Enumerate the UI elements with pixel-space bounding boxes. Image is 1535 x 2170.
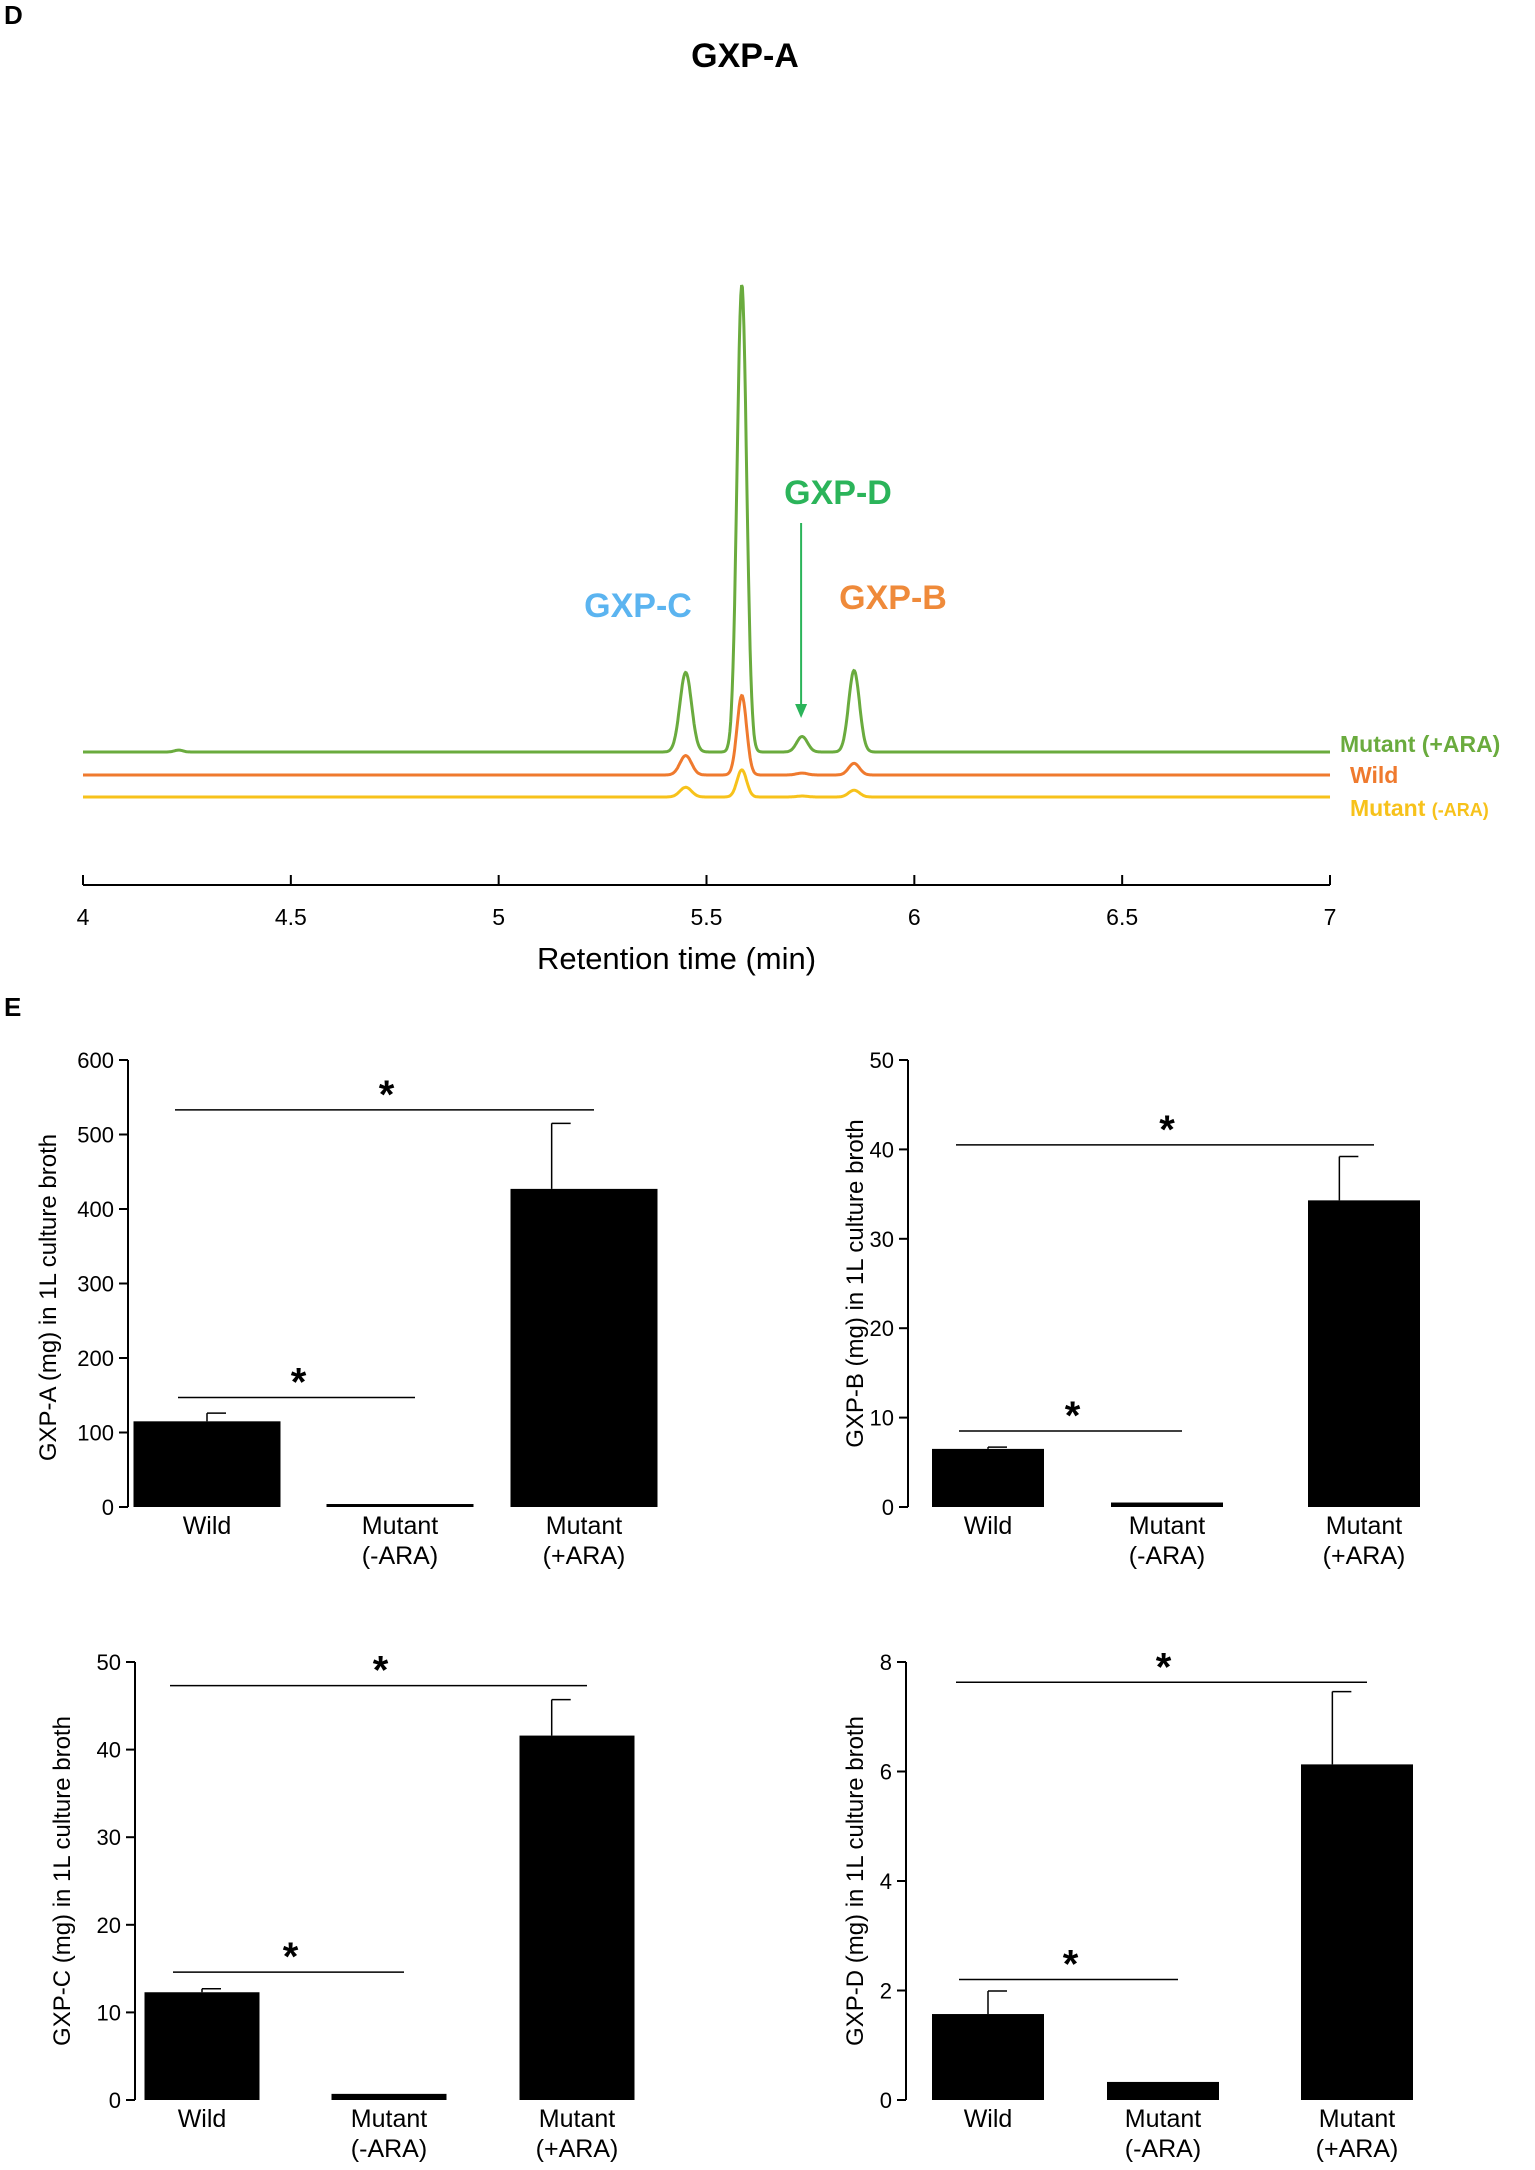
y-tick-label: 50 [97, 1650, 121, 1675]
category-label-0: Wild [964, 1512, 1013, 1540]
bar-0 [144, 1992, 260, 2100]
bar-0 [932, 2014, 1044, 2100]
y-tick-label: 10 [870, 1406, 894, 1431]
category-label-2: (+ARA) [1323, 1542, 1406, 1570]
bar-0 [133, 1421, 281, 1507]
category-label-2: Mutant [546, 1512, 622, 1540]
y-tick-label: 0 [882, 1495, 894, 1520]
bar-1 [331, 2093, 447, 2100]
panel-d-letter: D [4, 0, 23, 30]
category-label-2: (+ARA) [1316, 2135, 1399, 2163]
y-tick-label: 0 [109, 2088, 121, 2113]
bar-chart-gxp-a: 0 100 200 300 400 500 600 GXP-A (mg) in 1L cult… [35, 1048, 658, 1570]
y-axis-title: GXP-A (mg) in 1L culture broth [35, 1134, 62, 1461]
category-label-0: Wild [964, 2105, 1013, 2133]
y-axis-title: GXP-B (mg) in 1L culture broth [842, 1119, 869, 1448]
y-tick-label: 0 [102, 1495, 114, 1520]
x-tick-label: 7 [1324, 904, 1337, 930]
y-tick-label: 50 [870, 1048, 894, 1073]
peak-label-gxp-b: GXP-B [839, 579, 947, 617]
trace-label-wild: Wild [1350, 762, 1398, 788]
trace-label-mutant-minus-ara: Mutant (-ARA) [1350, 795, 1489, 821]
bar-chart-gxp-b: 0 10 20 30 40 50 GXP-B (mg) in 1L culture brot… [842, 1048, 1420, 1570]
significance-star-0: * [373, 1649, 389, 1693]
significance-star-1: * [291, 1360, 307, 1404]
category-label-0: Wild [183, 1512, 232, 1540]
y-tick-label: 30 [97, 1825, 121, 1850]
y-tick-label: 40 [870, 1137, 894, 1162]
category-label-2: (+ARA) [536, 2135, 619, 2163]
bar-chart-gxp-d: 0 2 4 6 8 GXP-D (mg) in 1L culture broth Wild M… [842, 1645, 1413, 2163]
chromatogram-chart: 4 4.5 5 5.5 6 6.5 7 Retention time (min) Mutant … [77, 37, 1501, 976]
category-label-1: Mutant [362, 1512, 438, 1540]
bar-2 [510, 1188, 658, 1507]
y-tick-label: 20 [97, 1913, 121, 1938]
panel-e-letter: E [4, 992, 21, 1022]
y-tick-label: 40 [97, 1738, 121, 1763]
trace-label-mutant-plus-ara: Mutant (+ARA) [1340, 731, 1500, 757]
category-label-1: Mutant [1125, 2105, 1201, 2133]
bar-chart-gxp-c: 0 10 20 30 40 50 GXP-C (mg) in 1L culture brot… [49, 1649, 635, 2163]
bar-1 [1111, 1502, 1223, 1507]
y-tick-label: 200 [77, 1346, 114, 1371]
x-tick-label: 5.5 [691, 904, 723, 930]
bar-1 [326, 1504, 474, 1507]
trace-line-1 [83, 693, 1330, 777]
y-tick-label: 6 [880, 1760, 892, 1785]
bar-1 [1107, 2081, 1219, 2100]
category-label-1: (-ARA) [351, 2135, 427, 2163]
category-label-1: Mutant [1129, 1512, 1205, 1540]
x-tick-label: 5 [492, 904, 505, 930]
category-label-2: Mutant [1326, 1512, 1402, 1540]
y-axis-title: GXP-D (mg) in 1L culture broth [842, 1716, 869, 2046]
category-label-1: (-ARA) [1125, 2135, 1201, 2163]
bar-2 [1301, 1764, 1413, 2100]
x-tick-label: 6 [908, 904, 921, 930]
category-label-2: Mutant [1319, 2105, 1395, 2133]
y-tick-label: 100 [77, 1421, 114, 1446]
category-label-2: Mutant [539, 2105, 615, 2133]
y-tick-label: 0 [880, 2088, 892, 2113]
y-tick-label: 400 [77, 1197, 114, 1222]
significance-star-0: * [1159, 1108, 1175, 1152]
trace-label-small: (-ARA) [1432, 800, 1489, 820]
y-tick-label: 20 [870, 1316, 894, 1341]
gxp-d-arrow-head [795, 704, 808, 718]
y-axis-title: GXP-C (mg) in 1L culture broth [49, 1716, 76, 2046]
y-tick-label: 30 [870, 1227, 894, 1252]
y-tick-label: 4 [880, 1869, 892, 1894]
significance-star-1: * [283, 1935, 299, 1979]
category-label-1: (-ARA) [362, 1542, 438, 1570]
x-tick-label: 6.5 [1106, 904, 1138, 930]
y-tick-label: 300 [77, 1272, 114, 1297]
x-tick-label: 4.5 [275, 904, 307, 930]
bar-2 [1308, 1200, 1420, 1507]
y-tick-label: 2 [880, 1979, 892, 2004]
category-label-2: (+ARA) [543, 1542, 626, 1570]
trace-line-0 [83, 284, 1330, 754]
y-tick-label: 10 [97, 2000, 121, 2025]
x-tick-label: 4 [77, 904, 90, 930]
significance-star-0: * [379, 1073, 395, 1117]
y-tick-label: 500 [77, 1123, 114, 1148]
significance-star-1: * [1063, 1943, 1079, 1987]
category-label-1: Mutant [351, 2105, 427, 2133]
bar-0 [932, 1448, 1044, 1507]
y-tick-label: 8 [880, 1650, 892, 1675]
significance-star-0: * [1156, 1645, 1172, 1689]
y-tick-label: 600 [77, 1048, 114, 1073]
trace-label-main: Mutant [1350, 795, 1432, 821]
bar-2 [519, 1735, 635, 2100]
peak-label-gxp-d: GXP-D [784, 474, 892, 512]
trace-line-2 [83, 768, 1330, 799]
peak-label-gxp-a: GXP-A [691, 37, 799, 75]
x-axis-title: Retention time (min) [537, 941, 816, 976]
peak-label-gxp-c: GXP-C [584, 587, 692, 625]
category-label-1: (-ARA) [1129, 1542, 1205, 1570]
category-label-0: Wild [178, 2105, 227, 2133]
significance-star-1: * [1065, 1394, 1081, 1438]
